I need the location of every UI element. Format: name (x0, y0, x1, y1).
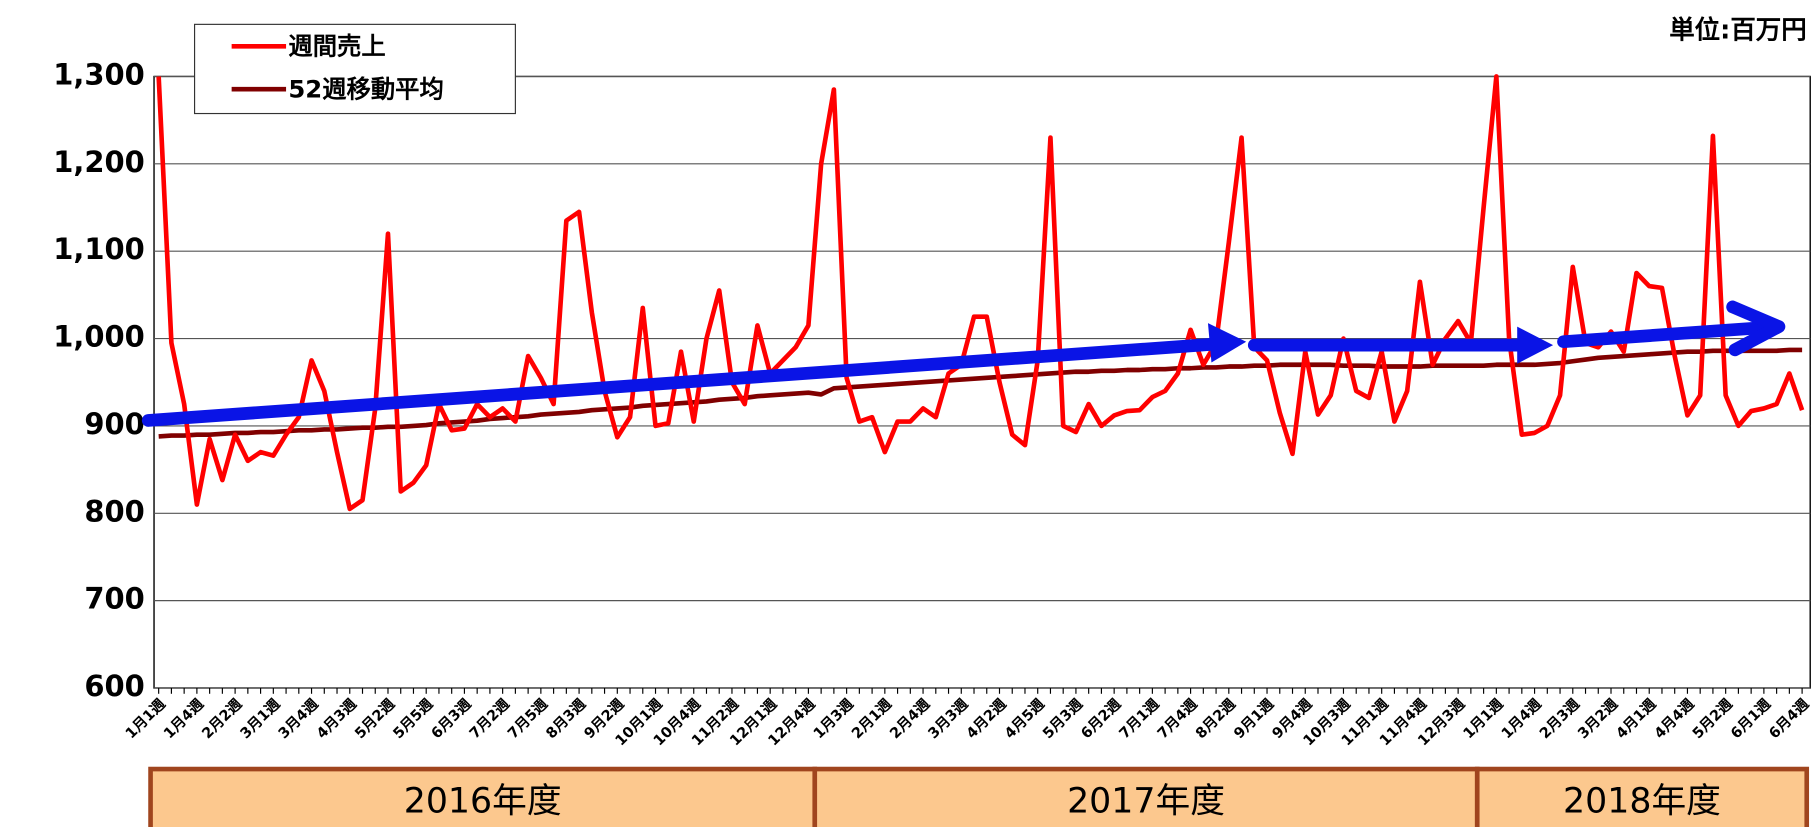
x-tick-label: 4月5週 (1001, 695, 1048, 742)
y-tick-label: 1,300 (53, 57, 145, 91)
x-tick-label: 3月2週 (1575, 695, 1622, 742)
x-tick-label: 2月1週 (848, 695, 895, 742)
x-tick-label: 9月1週 (1231, 695, 1278, 742)
x-tick-label: 7月1週 (1116, 695, 1163, 742)
period-label: 2016年度 (404, 782, 562, 822)
x-tick-label: 1月4週 (160, 695, 207, 742)
x-tick-label: 6月2週 (1078, 695, 1125, 742)
legend-label: 52週移動平均 (288, 74, 443, 103)
arrow-head (1726, 300, 1786, 357)
x-tick-label: 4月2週 (963, 695, 1010, 742)
period-band (812, 766, 1480, 827)
x-tick-label: 3月1週 (237, 695, 284, 742)
x-tick-label: 8月2週 (1192, 695, 1239, 742)
x-tick-label: 5月3週 (1039, 695, 1086, 742)
arrow-head (1207, 323, 1247, 363)
line-layer (156, 74, 1805, 512)
y-tick-label: 1,100 (53, 232, 145, 266)
legend-box (193, 23, 516, 115)
x-tick-label: 6月1週 (1727, 695, 1774, 742)
y-tick-label: 700 (84, 582, 144, 616)
x-tick-label: 2月2週 (199, 695, 246, 742)
x-tick-label: 4月1週 (1613, 695, 1660, 742)
x-tick-label: 2月4週 (887, 695, 934, 742)
series-line (156, 74, 1805, 512)
x-tick-label: 4月3週 (313, 695, 360, 742)
x-tick-label: 5月5週 (390, 695, 437, 742)
unit-label: 単位:百万円 (1669, 15, 1807, 45)
x-tick-label: 4月4週 (1651, 695, 1698, 742)
x-tick-label: 2月3週 (1536, 695, 1583, 742)
x-tick-label: 1月1週 (1460, 695, 1507, 742)
y-tick-label: 900 (84, 407, 144, 441)
x-tick-label: 5月2週 (352, 695, 399, 742)
x-tick-label: 5月2週 (1689, 695, 1736, 742)
period-band (1474, 766, 1810, 827)
x-tick-label: 7月5週 (504, 695, 551, 742)
y-tick-label: 1,000 (53, 320, 145, 354)
period-label: 2018年度 (1563, 782, 1721, 822)
x-tick-label: 7月4週 (1154, 695, 1201, 742)
x-tick-label: 1月4週 (1498, 695, 1545, 742)
x-tick-label: 1月3週 (810, 695, 857, 742)
legend-label: 週間売上 (288, 32, 385, 61)
x-tick-label: 8月3週 (543, 695, 590, 742)
trend-arrow (141, 337, 1223, 427)
trend-arrows (141, 300, 1786, 427)
trend-arrow (1557, 321, 1767, 349)
x-tick-label: 6月4週 (1766, 695, 1813, 742)
y-tick-label: 600 (84, 669, 144, 703)
x-tick-label: 6月3週 (428, 695, 475, 742)
y-tick-label: 1,200 (53, 145, 145, 179)
x-tick-label: 3月4週 (275, 695, 322, 742)
legend: 週間売上 52週移動平均 (193, 23, 516, 115)
x-tick-label: 3月3週 (925, 695, 972, 742)
period-label: 2017年度 (1067, 782, 1225, 822)
x-tick-label: 7月2週 (466, 695, 513, 742)
y-tick-label: 800 (84, 494, 144, 528)
grid-layer: 6007008009001,0001,1001,2001,3001月1週1月4週… (53, 57, 1813, 827)
arrow-head (1517, 326, 1554, 364)
